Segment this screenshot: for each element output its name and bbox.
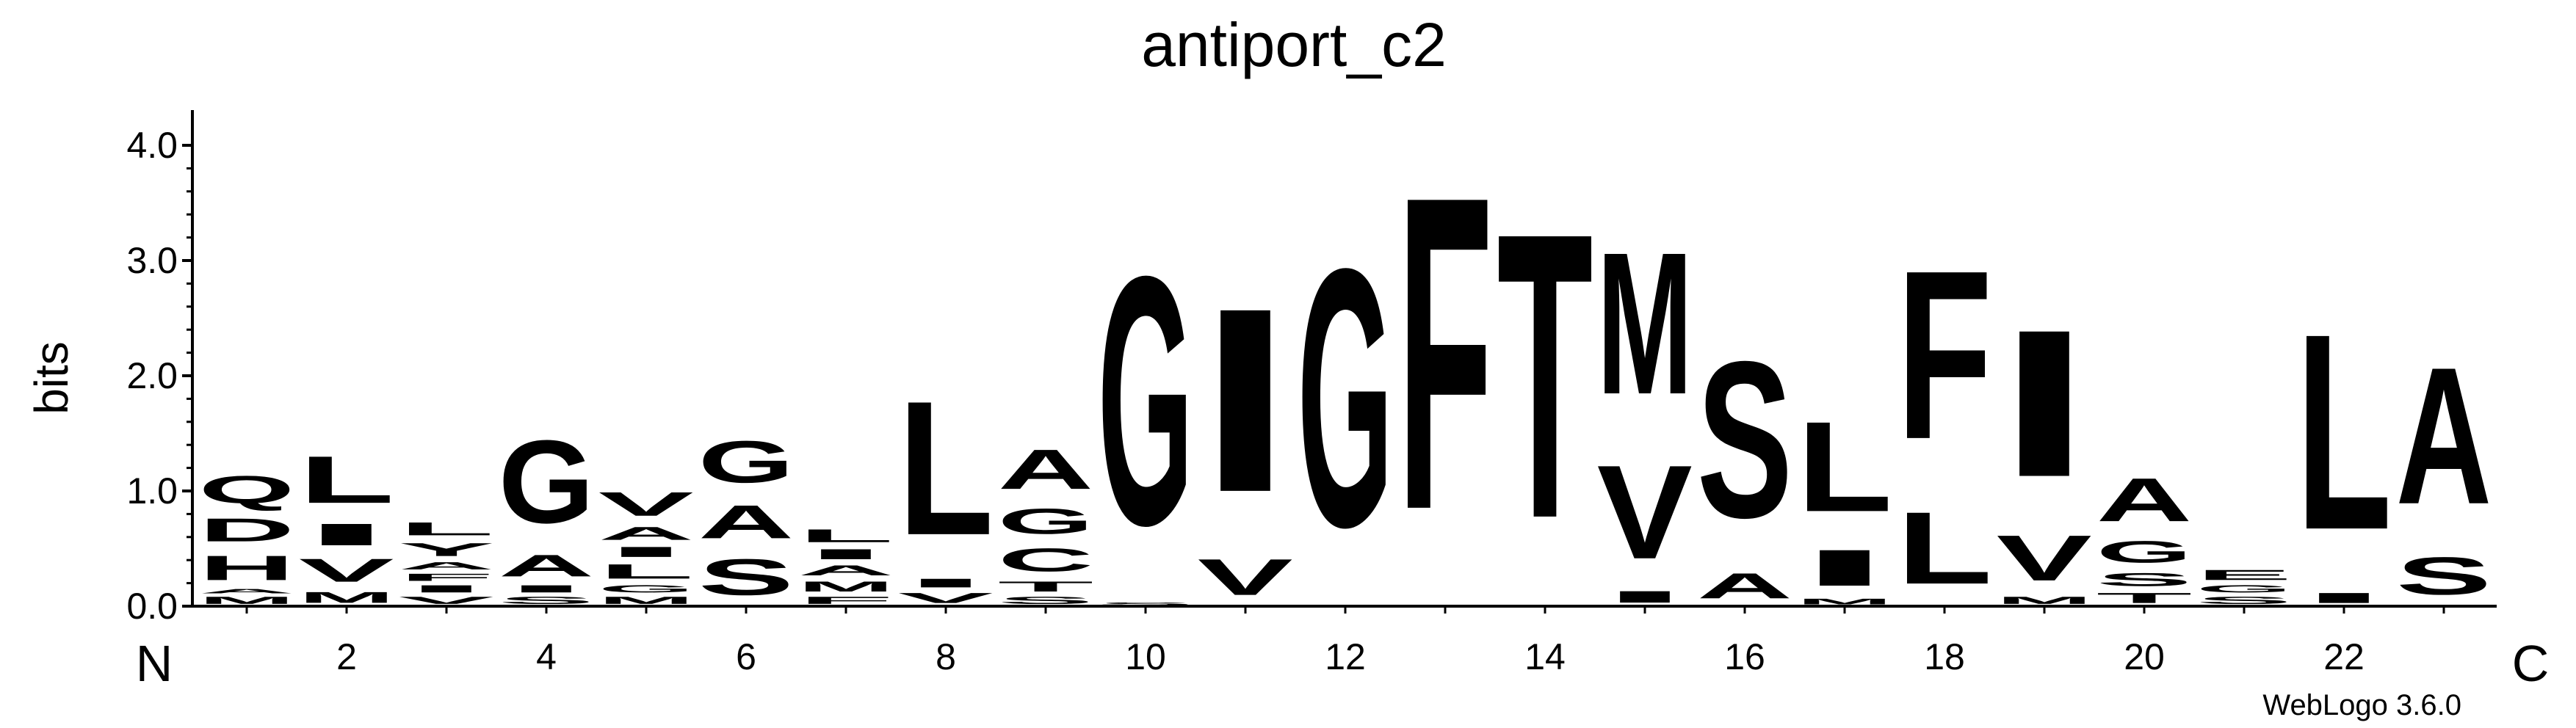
logo-letter: V	[399, 594, 494, 606]
logo-letter: V	[598, 485, 694, 523]
logo-letter: I	[399, 583, 495, 595]
logo-letter: F	[399, 572, 495, 583]
logo-letter: S	[698, 549, 795, 606]
x-tick-label: 12	[1325, 636, 1366, 677]
logo-letter: H	[199, 548, 295, 587]
logo-letter: A	[2396, 327, 2492, 545]
n-terminus-label: N	[136, 635, 173, 692]
logo-letter: G	[499, 415, 595, 547]
logo-letter: S	[2196, 594, 2293, 606]
logo-letter: I	[2296, 590, 2392, 606]
logo-letter: T	[2096, 590, 2193, 606]
logo-letter: L	[1897, 491, 1993, 606]
y-tick-label: 1.0	[126, 470, 178, 512]
c-terminus-label: C	[2512, 635, 2550, 692]
x-tick-label: 14	[1524, 636, 1566, 677]
logo-letter: I	[1997, 286, 2092, 520]
logo-letter: M	[1997, 594, 2093, 606]
logo-letter: I	[598, 544, 695, 560]
logo-letter: L	[399, 519, 495, 539]
x-tick-label: 16	[1724, 636, 1765, 677]
logo-letter: G	[1298, 192, 1394, 604]
logo-letter: L	[299, 442, 395, 517]
logo-letter: A	[499, 548, 595, 583]
logo-letter: Q	[199, 468, 295, 512]
logo-letter: Y	[399, 539, 495, 560]
letter-stacks: MAHDQMVILVIFAYLSIAGMGLIAVSAGFMAILVILSTCG…	[199, 102, 2492, 606]
weblogo-credit: WebLogo 3.6.0	[2262, 689, 2461, 721]
logo-letter: M	[598, 594, 695, 606]
logo-letter: I	[1797, 539, 1892, 597]
logo-letter: E	[2196, 567, 2293, 583]
x-tick-label: 8	[936, 636, 956, 677]
y-tick-label: 4.0	[126, 125, 178, 166]
logo-letter: C	[998, 542, 1094, 578]
logo-letter: G	[2096, 534, 2193, 569]
y-axis-ticks: 0.0 1.0 2.0 3.0 4.0	[126, 125, 192, 627]
logo-letter: I	[499, 583, 595, 595]
logo-letter: L	[2296, 276, 2392, 589]
logo-letter: I	[1198, 254, 1294, 547]
logo-letter: S	[1098, 602, 1194, 606]
y-tick-label: 0.0	[126, 586, 178, 627]
logo-letter: A	[199, 588, 295, 594]
y-tick-label: 3.0	[126, 240, 178, 281]
logo-letter: V	[1198, 548, 1293, 605]
logo-letter: V	[1997, 522, 2092, 594]
y-tick-label: 2.0	[126, 355, 178, 396]
logo-letter: F	[798, 594, 894, 606]
logo-letter: A	[698, 495, 795, 548]
logo-letter: A	[2096, 465, 2193, 534]
x-tick-label: 4	[536, 636, 557, 677]
logo-letter: L	[798, 525, 894, 546]
x-axis-ticks: 2 4 6 8 10 12 14 16 18 20 22	[245, 606, 2445, 677]
logo-letter: A	[598, 523, 695, 544]
logo-letter: G	[698, 429, 795, 495]
logo-letter: M	[1797, 597, 1893, 606]
logo-letter: A	[798, 562, 894, 578]
logo-letter: S	[1697, 315, 1793, 564]
logo-letter: G	[1098, 202, 1194, 599]
logo-letter: I	[898, 576, 994, 590]
logo-letter: F	[1397, 102, 1494, 603]
logo-letter: S	[2396, 546, 2492, 605]
logo-letter: D	[199, 512, 295, 548]
logo-letter: I	[1597, 588, 1693, 606]
logo-letter: V	[1597, 437, 1693, 587]
logo-letter: M	[199, 594, 295, 606]
logo-letter: I	[299, 517, 395, 552]
logo-letter: T	[1497, 148, 1593, 603]
logo-letter: G	[2196, 583, 2293, 595]
logo-letter: G	[998, 501, 1094, 542]
chart-title: antiport_c2	[1141, 10, 1447, 79]
logo-letter: F	[1897, 219, 1993, 489]
logo-letter: A	[399, 560, 495, 572]
x-tick-label: 2	[336, 636, 357, 677]
logo-letter: S	[2096, 569, 2193, 590]
logo-letter: S	[499, 594, 595, 606]
logo-letter: M	[299, 589, 395, 606]
logo-letter: I	[798, 546, 894, 562]
logo-letter: M	[798, 578, 894, 594]
x-tick-label: 10	[1125, 636, 1166, 677]
logo-letter: V	[898, 590, 994, 606]
logo-letter: M	[1597, 210, 1693, 437]
logo-letter: L	[898, 361, 994, 575]
x-tick-label: 20	[2124, 636, 2165, 677]
logo-letter: V	[299, 552, 394, 589]
logo-letter: A	[1697, 566, 1793, 606]
y-axis-label: bits	[25, 341, 78, 415]
logo-letter: A	[998, 438, 1094, 501]
logo-letter: L	[1797, 396, 1893, 539]
x-tick-label: 22	[2323, 636, 2365, 677]
logo-letter: T	[998, 578, 1094, 594]
x-tick-label: 6	[736, 636, 756, 677]
logo-letter: S	[998, 594, 1094, 606]
x-tick-label: 18	[1924, 636, 1965, 677]
logo-letter: L	[598, 560, 695, 583]
logo-letter: G	[598, 583, 695, 595]
